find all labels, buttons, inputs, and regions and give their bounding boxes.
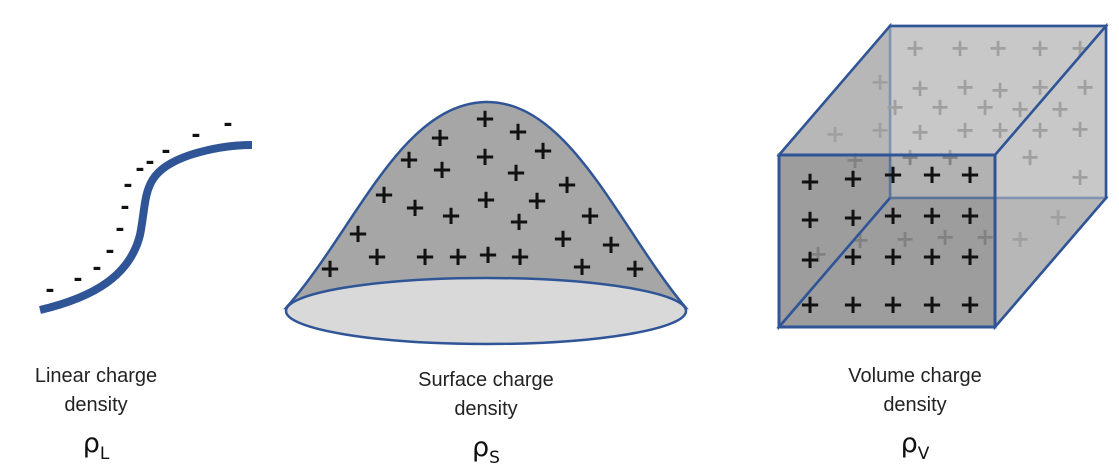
surface-base-ellipse: [284, 276, 688, 346]
negative-charge: -: [123, 173, 132, 198]
surface-charge-panel: + +++ + ++ + ++ + ++ ++ ++ + ++ + + + + + + +: [283, 100, 689, 346]
negative-charge: -: [191, 123, 200, 148]
negative-charge: -: [105, 239, 114, 264]
charged-surface: [283, 100, 689, 310]
positive-charge: +: [505, 158, 527, 188]
positive-charge: +: [842, 203, 864, 233]
positive-charge: +: [921, 160, 943, 190]
positive-charge: +: [526, 186, 548, 216]
positive-charge: +: [474, 142, 496, 172]
positive-charge: +: [447, 242, 469, 272]
positive-charge: +: [959, 160, 981, 190]
negative-charge: -: [135, 157, 144, 182]
positive-charge: +: [319, 254, 341, 284]
positive-charge: +: [552, 224, 574, 254]
positive-charge: +: [882, 290, 904, 320]
symbol-subscript-l: L: [99, 444, 110, 464]
positive-charge: +: [799, 245, 821, 275]
positive-charge: +: [508, 207, 530, 237]
surface-caption: Surface charge density: [396, 366, 576, 424]
negative-charge: -: [45, 278, 54, 303]
positive-charge: +: [799, 290, 821, 320]
rho-symbol: ρ: [900, 428, 918, 459]
negative-charge: -: [115, 217, 124, 242]
positive-charge: +: [373, 180, 395, 210]
negative-charge: -: [120, 195, 129, 220]
positive-charge: +: [799, 167, 821, 197]
positive-charge: +: [895, 225, 915, 253]
positive-charge: +: [475, 185, 497, 215]
positive-charge: +: [850, 226, 870, 254]
negative-charge: -: [92, 256, 101, 281]
positive-charge: +: [959, 242, 981, 272]
positive-charge: +: [477, 240, 499, 270]
rho-symbol: ρ: [82, 428, 100, 459]
positive-charge: +: [431, 155, 453, 185]
positive-charge: +: [507, 117, 529, 147]
cube-hidden-edge: [778, 197, 891, 328]
negative-charge: -: [73, 267, 82, 292]
surface-density-symbol: ρS: [436, 432, 536, 468]
positive-charge: +: [959, 290, 981, 320]
positive-charge: +: [882, 201, 904, 231]
positive-charge: +: [882, 160, 904, 190]
negative-charge: -: [145, 150, 154, 175]
rho-symbol: ρ: [472, 432, 490, 463]
volume-caption-line1: Volume charge: [848, 365, 982, 387]
positive-charge: +: [842, 290, 864, 320]
charged-wire-curve: [39, 141, 253, 314]
positive-charge: +: [571, 252, 593, 282]
surface-charges: + +++ + ++ + ++ + ++ ++ ++ + ++ + + + + + + +: [319, 104, 646, 284]
positive-charge: +: [842, 164, 864, 194]
surface-caption-line2: density: [454, 398, 518, 420]
positive-charge: +: [882, 242, 904, 272]
positive-charge: +: [935, 223, 955, 251]
symbol-subscript-v: V: [917, 444, 930, 464]
linear-caption-line2: density: [64, 394, 128, 416]
positive-charge: +: [842, 242, 864, 272]
linear-caption-line1: Linear charge: [34, 365, 158, 387]
positive-charge: +: [429, 123, 451, 153]
positive-charge: +: [556, 170, 578, 200]
positive-charge: +: [921, 290, 943, 320]
volume-caption: Volume charge density: [825, 362, 1005, 420]
positive-charge: +: [414, 242, 436, 272]
symbol-subscript-s: S: [489, 448, 500, 468]
positive-charge: +: [799, 205, 821, 235]
positive-charge: +: [600, 230, 622, 260]
positive-charge: +: [474, 104, 496, 134]
positive-charge: +: [509, 242, 531, 272]
positive-charge: +: [921, 201, 943, 231]
positive-charge: +: [366, 242, 388, 272]
positive-charge: +: [579, 201, 601, 231]
positive-charge: +: [959, 201, 981, 231]
cube-front-face: [777, 153, 997, 329]
volume-density-symbol: ρV: [865, 428, 965, 464]
negative-charge: -: [223, 112, 232, 137]
volume-charge-panel: +++++++++++++++++++++++++++++++++++ ++++…: [776, 22, 1109, 331]
positive-charge: +: [440, 201, 462, 231]
positive-charge: +: [975, 223, 995, 251]
line-charges: - - ------ - -- -: [45, 112, 232, 303]
positive-charge: +: [532, 136, 554, 166]
linear-charge-panel: - - ------ - -- -: [39, 112, 253, 314]
positive-charge: +: [404, 193, 426, 223]
surface-caption-line1: Surface charge: [418, 369, 554, 391]
linear-caption: Linear charge density: [16, 362, 176, 420]
linear-density-symbol: ρL: [46, 428, 146, 464]
positive-charge: +: [624, 254, 646, 284]
volume-caption-line2: density: [883, 394, 947, 416]
positive-charge: +: [921, 242, 943, 272]
positive-charge: +: [808, 240, 828, 268]
negative-charge: -: [161, 139, 170, 164]
cube-front-charges: + + + + ++ + + + ++ + + + ++ + + + +: [799, 160, 981, 320]
positive-charge: +: [398, 145, 420, 175]
positive-charge: +: [347, 219, 369, 249]
